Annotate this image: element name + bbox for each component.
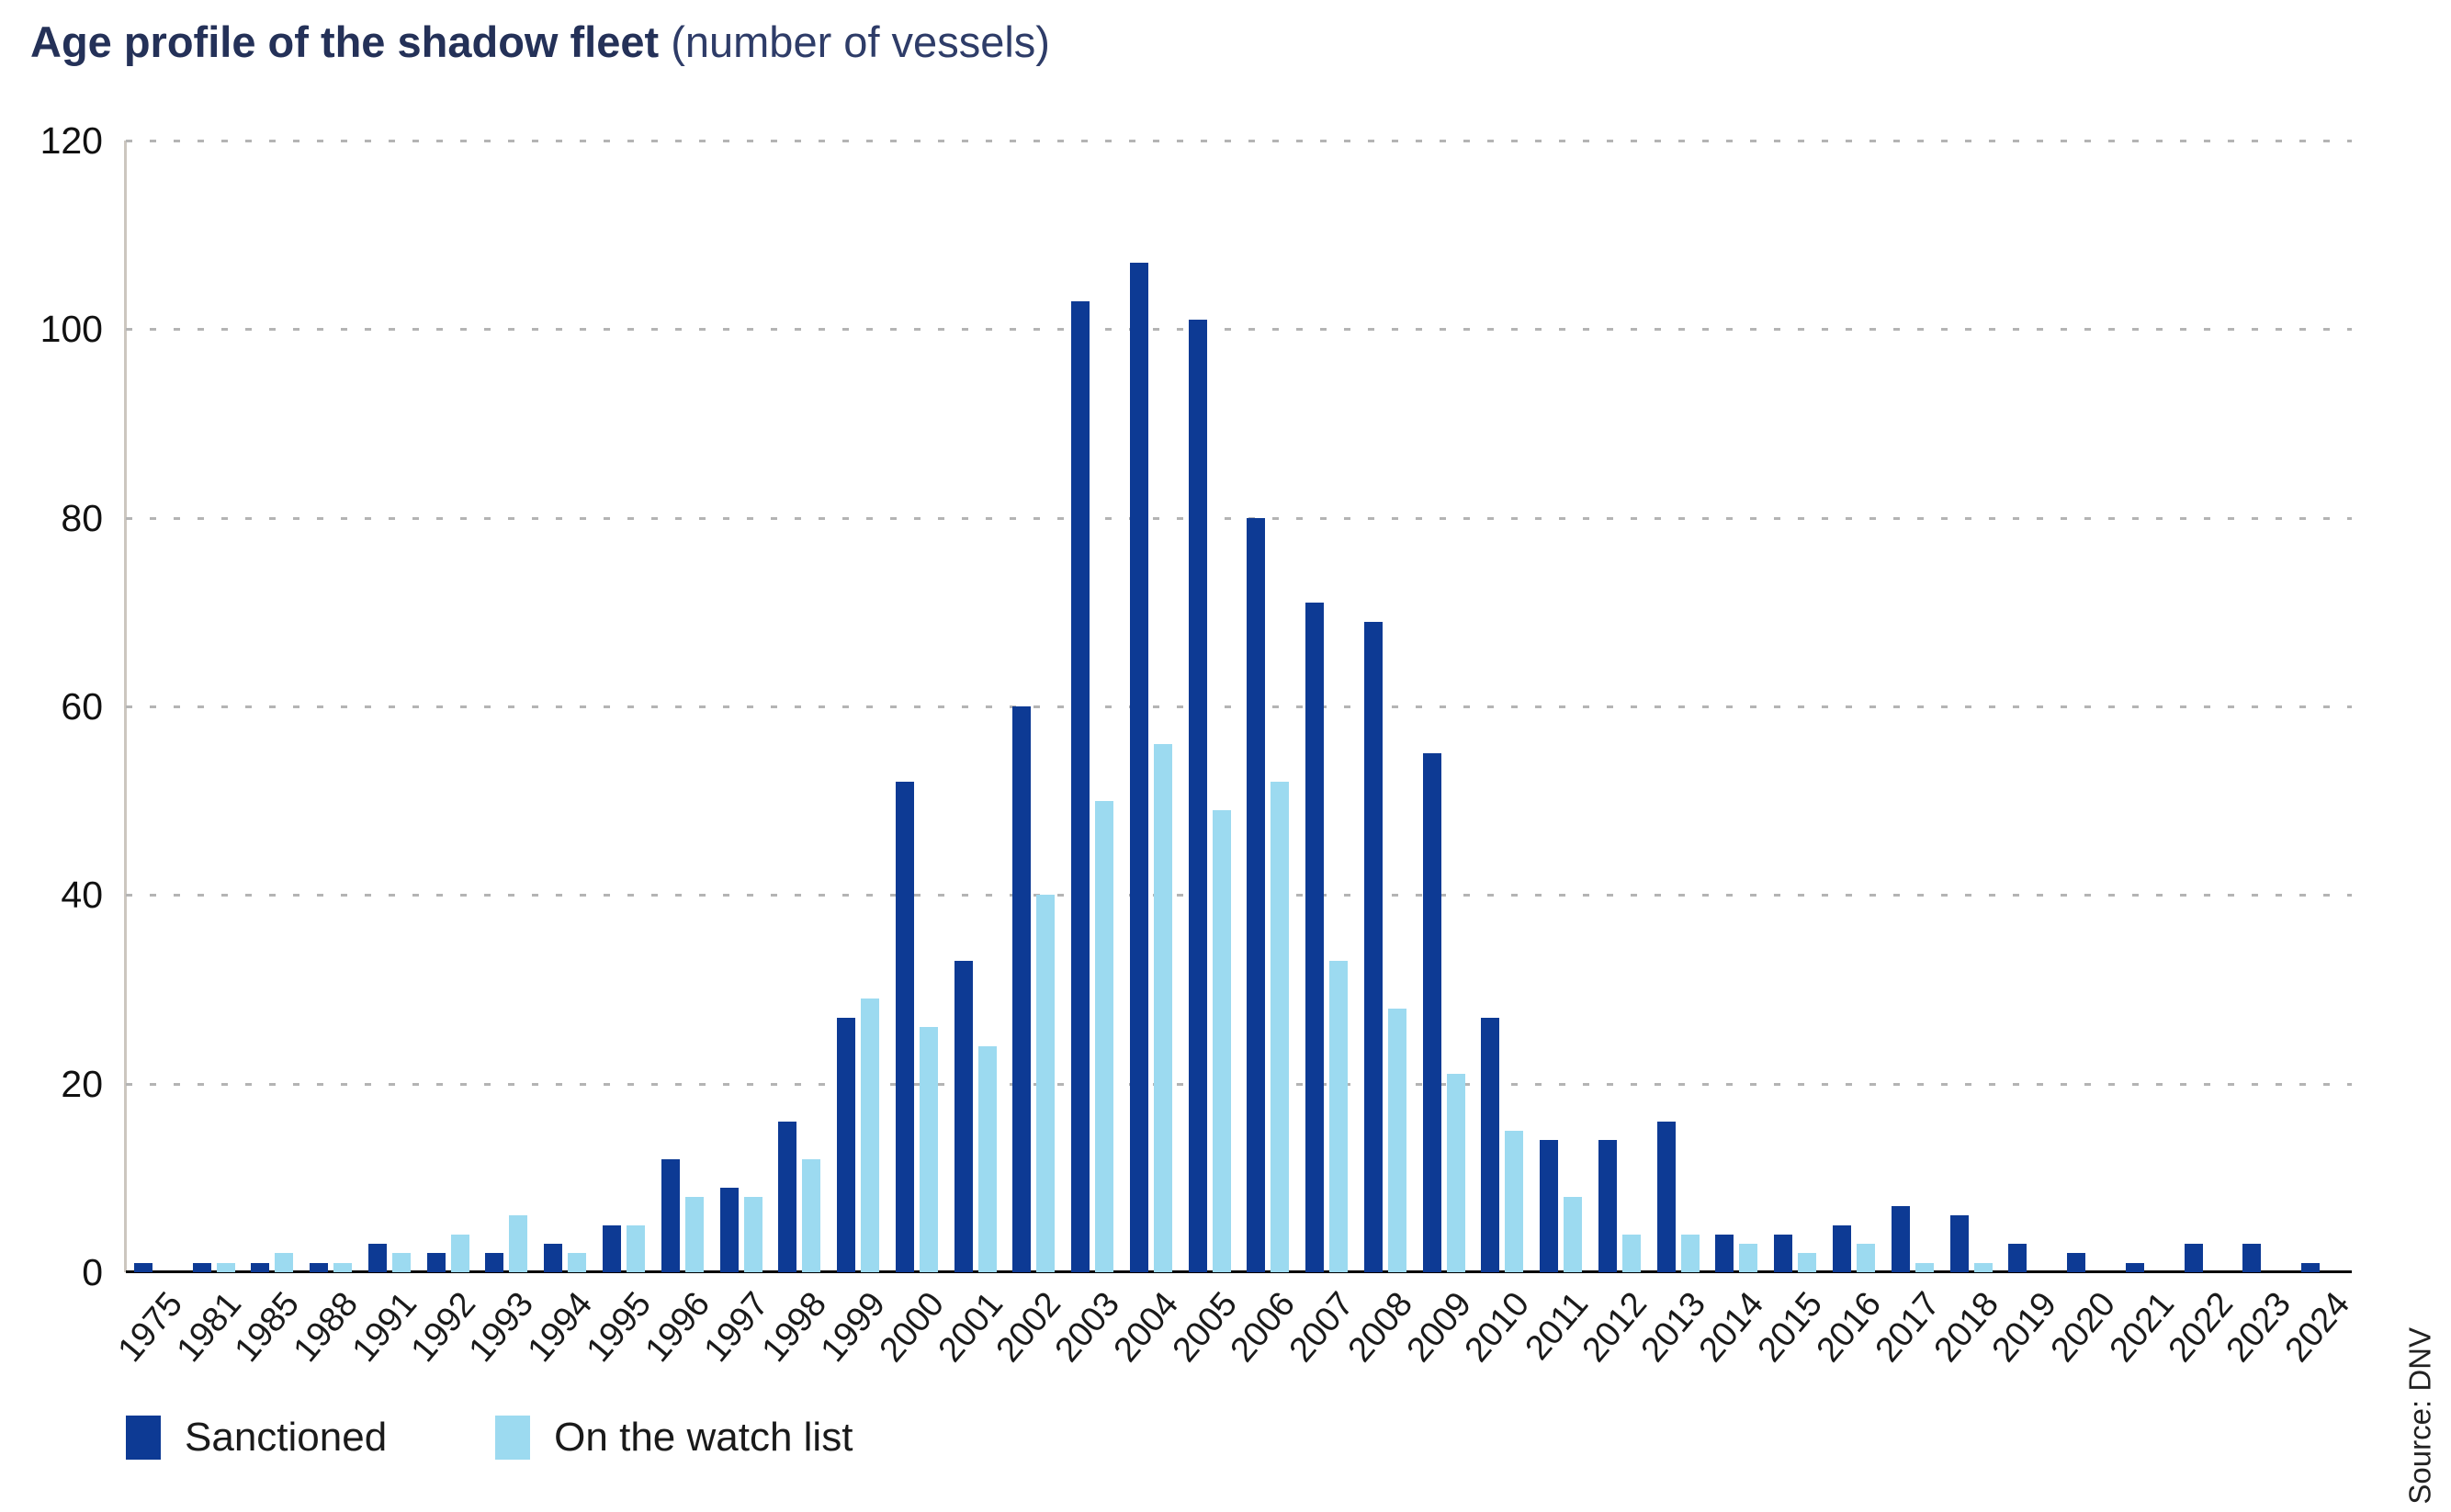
bar-watchlist-1994 [568, 1253, 587, 1272]
bar-sanctioned-2020 [2067, 1253, 2086, 1272]
bar-watchlist-2010 [1505, 1131, 1524, 1272]
gridline-20 [126, 1082, 2352, 1086]
bar-sanctioned-2016 [1833, 1224, 1851, 1272]
bar-sanctioned-2019 [2008, 1244, 2027, 1272]
bar-watchlist-2002 [1036, 895, 1056, 1272]
bar-sanctioned-1981 [192, 1262, 211, 1272]
bar-watchlist-2018 [1973, 1262, 1993, 1272]
bar-watchlist-2000 [919, 1027, 938, 1272]
y-tick-label-80: 80 [61, 496, 103, 539]
bar-watchlist-1993 [509, 1215, 528, 1272]
bar-sanctioned-1997 [719, 1187, 739, 1272]
bar-sanctioned-2003 [1071, 300, 1090, 1272]
bar-sanctioned-1995 [602, 1224, 621, 1272]
legend-item-sanctioned: Sanctioned [126, 1415, 387, 1461]
bar-sanctioned-2023 [2242, 1244, 2262, 1272]
bar-watchlist-2011 [1564, 1196, 1583, 1272]
bar-sanctioned-2024 [2301, 1262, 2321, 1272]
bar-watchlist-1992 [450, 1234, 469, 1272]
bar-sanctioned-1999 [837, 1017, 856, 1272]
gridline-60 [126, 705, 2352, 708]
bar-watchlist-2015 [1798, 1253, 1817, 1272]
bar-watchlist-1997 [743, 1196, 762, 1272]
bar-watchlist-1988 [333, 1262, 353, 1272]
bar-watchlist-1981 [216, 1262, 235, 1272]
bar-sanctioned-2018 [1949, 1215, 1969, 1272]
bar-sanctioned-1988 [310, 1262, 329, 1272]
bar-watchlist-1985 [275, 1253, 294, 1272]
bar-sanctioned-2010 [1481, 1017, 1500, 1272]
source-credit: Source: DNV [2403, 1327, 2437, 1505]
y-axis-spine [124, 141, 127, 1272]
bar-sanctioned-2017 [1891, 1206, 1910, 1272]
bar-watchlist-2017 [1914, 1262, 1934, 1272]
bar-sanctioned-1991 [367, 1244, 387, 1272]
bar-watchlist-1999 [861, 999, 880, 1272]
bar-sanctioned-1992 [426, 1253, 446, 1272]
bar-sanctioned-2002 [1012, 706, 1032, 1272]
bar-watchlist-2005 [1212, 809, 1231, 1272]
bar-watchlist-1991 [391, 1253, 411, 1272]
bar-sanctioned-1993 [485, 1253, 504, 1272]
bar-sanctioned-2008 [1363, 621, 1383, 1272]
bar-watchlist-2012 [1621, 1234, 1641, 1272]
x-axis-baseline [126, 1270, 2352, 1273]
bar-watchlist-2001 [977, 1045, 997, 1272]
chart-title-main: Age profile of the shadow fleet [30, 17, 660, 66]
bar-sanctioned-2005 [1188, 320, 1207, 1272]
gridline-80 [126, 516, 2352, 520]
bar-watchlist-2016 [1857, 1244, 1875, 1272]
y-tick-label-0: 0 [82, 1251, 103, 1293]
chart-title: Age profile of the shadow fleet (number … [30, 17, 1050, 67]
y-tick-label-40: 40 [61, 874, 103, 917]
chart-title-sub: (number of vessels) [659, 17, 1050, 66]
bar-watchlist-2013 [1680, 1234, 1700, 1272]
bar-sanctioned-1985 [251, 1262, 270, 1272]
bar-sanctioned-2001 [954, 961, 973, 1272]
bar-watchlist-2004 [1153, 744, 1172, 1272]
bar-watchlist-1996 [684, 1196, 704, 1272]
bar-sanctioned-2014 [1715, 1234, 1734, 1272]
bar-sanctioned-2013 [1656, 1121, 1676, 1272]
bar-sanctioned-2007 [1305, 603, 1325, 1272]
legend-swatch-watchlist [495, 1416, 531, 1460]
bar-watchlist-2006 [1271, 782, 1290, 1272]
y-tick-label-120: 120 [40, 119, 103, 162]
gridline-40 [126, 894, 2352, 897]
bar-sanctioned-2012 [1598, 1140, 1617, 1272]
bar-sanctioned-2004 [1129, 263, 1148, 1272]
y-tick-label-100: 100 [40, 308, 103, 351]
bar-sanctioned-2021 [2125, 1262, 2144, 1272]
bar-watchlist-2007 [1329, 961, 1349, 1272]
gridline-100 [126, 328, 2352, 332]
bar-watchlist-2008 [1387, 1008, 1406, 1272]
bar-sanctioned-2006 [1247, 517, 1266, 1272]
bar-sanctioned-1996 [661, 1158, 680, 1272]
legend-label-watchlist: On the watch list [554, 1415, 853, 1460]
bar-watchlist-1995 [626, 1224, 645, 1272]
legend-swatch-sanctioned [126, 1416, 161, 1460]
bar-sanctioned-1998 [778, 1121, 797, 1272]
bar-sanctioned-1975 [133, 1262, 152, 1272]
bar-sanctioned-2015 [1774, 1234, 1793, 1272]
bar-watchlist-1998 [802, 1158, 821, 1272]
bar-watchlist-2009 [1446, 1074, 1465, 1272]
legend-label-sanctioned: Sanctioned [185, 1415, 388, 1460]
y-tick-label-20: 20 [61, 1062, 103, 1105]
bar-sanctioned-2011 [1540, 1140, 1559, 1272]
legend: Sanctioned On the watch list [126, 1415, 853, 1461]
plot-area [124, 140, 2352, 1273]
bar-sanctioned-2000 [895, 782, 914, 1272]
bar-watchlist-2014 [1739, 1244, 1758, 1272]
gridline-120 [126, 140, 2352, 142]
bar-sanctioned-2009 [1422, 753, 1441, 1272]
legend-item-watchlist: On the watch list [495, 1415, 853, 1461]
bar-sanctioned-1994 [544, 1244, 563, 1272]
bar-sanctioned-2022 [2184, 1244, 2203, 1272]
bar-watchlist-2003 [1095, 800, 1114, 1272]
y-tick-label-60: 60 [61, 685, 103, 728]
